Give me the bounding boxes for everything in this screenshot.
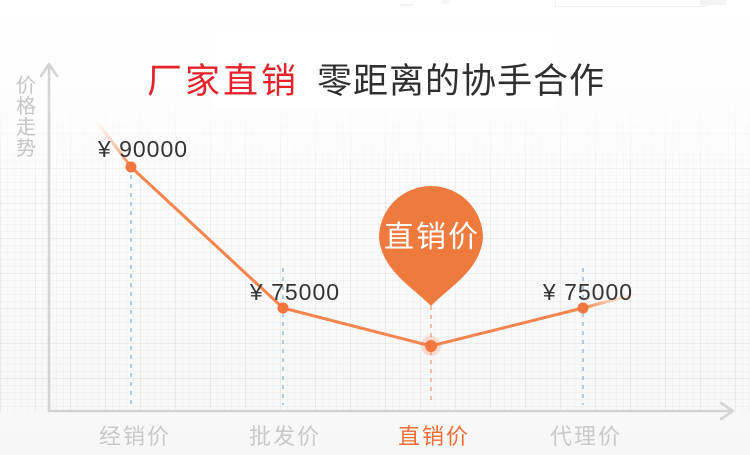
x-axis-arrow-icon: [719, 401, 735, 421]
axes: [39, 62, 735, 421]
point-zhixiao: [425, 340, 437, 352]
highlight-pin: [379, 186, 483, 306]
x-label-daili: 代理价: [549, 424, 622, 449]
axis-lines: [47, 64, 732, 413]
top-edge-artifact: [442, 0, 450, 4]
line-fade-out: [581, 292, 638, 310]
title-backdrop: [213, 32, 555, 110]
highlight-pin-label: 直销价: [384, 221, 480, 254]
page-title: 厂家直销 零距离的协手合作: [147, 56, 605, 101]
page-title-highlight: 厂家直销: [147, 61, 300, 101]
y-axis-title: 价格走势: [16, 75, 37, 160]
x-label-jingxiao: 经销价: [98, 424, 171, 449]
value-label-daili: ¥ 75000: [542, 279, 634, 305]
price-line: [96, 121, 638, 348]
top-edge-artifact: [400, 0, 414, 6]
line-fade-in: [96, 121, 133, 169]
y-axis-arrow-icon: [39, 62, 59, 78]
point-jingxiao: [125, 161, 137, 173]
page-title-rest: 零距离的协手合作: [317, 61, 606, 101]
value-label-jingxiao: ¥ 90000: [97, 136, 189, 162]
chart-grid-fade: [0, 98, 750, 188]
top-edge-artifact: [700, 0, 726, 5]
point-daili: [577, 302, 589, 314]
data-points: [125, 161, 589, 356]
line-main: [129, 165, 585, 348]
guide-lines: [130, 175, 584, 405]
x-label-pifa: 批发价: [248, 424, 321, 449]
value-label-pifa: ¥ 75000: [249, 279, 341, 305]
x-label-zhixiao: 直销价: [397, 424, 470, 449]
point-pifa: [277, 302, 289, 314]
